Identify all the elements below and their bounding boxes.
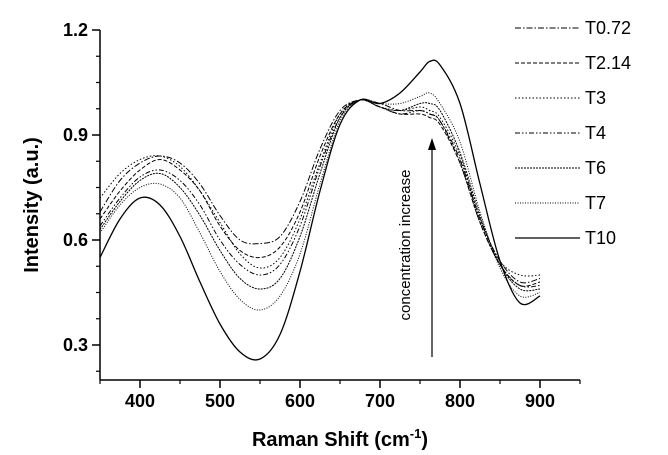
series-curves	[99, 59, 541, 361]
x-tick-label: 500	[205, 391, 235, 411]
y-axis-ticks: 0.3 0.6 0.9 1.2	[63, 20, 100, 372]
legend-label: T10	[585, 228, 616, 248]
series-line-t7	[99, 92, 541, 311]
series-line-t10	[99, 59, 541, 361]
x-tick-label: 600	[285, 391, 315, 411]
series-line-t4	[99, 99, 541, 288]
concentration-annotation: concentration increase	[397, 138, 436, 357]
x-axis-title-main: Raman Shift (cm	[252, 429, 410, 451]
series-line-t3	[99, 99, 541, 277]
legend-label: T4	[585, 123, 606, 143]
series-line-t2-14	[99, 99, 541, 287]
legend: T0.72 T2.14 T3 T4 T6 T7 T10	[515, 18, 631, 248]
legend-label: T7	[585, 193, 606, 213]
x-tick-label: 700	[365, 391, 395, 411]
x-axis-title-close: )	[421, 429, 428, 451]
legend-label: T0.72	[585, 18, 631, 38]
y-tick-label: 1.2	[63, 20, 88, 40]
x-tick-label: 800	[445, 391, 475, 411]
legend-label: T3	[585, 88, 606, 108]
y-tick-label: 0.9	[63, 125, 88, 145]
series-line-t6	[99, 99, 541, 292]
annotation-text: concentration increase	[397, 170, 414, 321]
y-tick-label: 0.3	[63, 335, 88, 355]
x-tick-label: 900	[525, 391, 555, 411]
x-axis-title: Raman Shift (cm-1)	[252, 426, 428, 451]
x-tick-label: 400	[125, 391, 155, 411]
x-axis-title-superscript: -1	[410, 426, 422, 441]
y-tick-label: 0.6	[63, 230, 88, 250]
legend-label: T6	[585, 158, 606, 178]
y-axis-title: Intensity (a.u.)	[21, 137, 43, 273]
series-line-t0-72	[99, 99, 541, 284]
legend-label: T2.14	[585, 53, 631, 73]
x-axis-ticks: 400 500 600 700 800 900	[99, 380, 581, 411]
annotation-arrow-head	[428, 138, 436, 150]
